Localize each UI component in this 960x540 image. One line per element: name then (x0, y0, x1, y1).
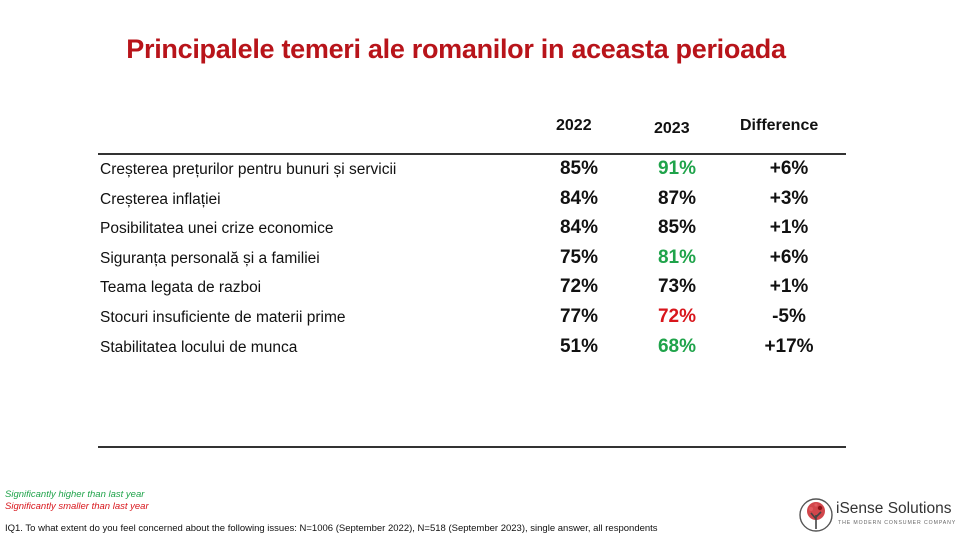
company-logo: iSense Solutions THE MODERN CONSUMER COM… (798, 497, 955, 533)
value-2023: 68% (657, 335, 697, 357)
table-row: Siguranța personală și a familiei 75% 81% +… (98, 246, 846, 275)
row-label: Creșterea inflației (100, 190, 221, 208)
legend-higher: Significantly higher than last year (5, 489, 145, 500)
row-label: Stabilitatea locului de munca (100, 338, 298, 356)
value-2023: 72% (657, 306, 697, 327)
value-2022: 77% (559, 306, 599, 327)
value-2022: 72% (559, 276, 599, 298)
table-top-rule (98, 153, 846, 155)
value-difference: +6% (769, 246, 809, 268)
table-row: Posibilitatea unei crize economice 84% 85%… (98, 216, 846, 245)
footnote: IQ1. To what extent do you feel concerne… (5, 523, 658, 534)
value-difference: +1% (769, 217, 809, 239)
table-bottom-rule (98, 446, 846, 448)
row-label: Teama legata de razboi (100, 279, 262, 297)
value-difference: +3% (769, 187, 809, 209)
header-2022: 2022 (556, 117, 592, 134)
legend-lower: Significantly smaller than last year (5, 501, 149, 512)
value-2022: 75% (559, 246, 599, 268)
table-row: Teama legata de razboi 72% 73% +1% (98, 275, 846, 304)
value-difference: +17% (764, 335, 814, 357)
header-2023: 2023 (654, 120, 690, 137)
table-row: Stabilitatea locului de munca 51% 68% +17% (98, 335, 846, 364)
row-label: Stocuri insuficiente de materii prime (100, 309, 346, 326)
value-2023: 85% (657, 217, 697, 239)
row-label: Posibilitatea unei crize economice (100, 220, 334, 238)
value-difference: +6% (769, 158, 809, 179)
page-title: Principalele temeri ale romanilor in ace… (126, 34, 786, 64)
table-row: Creșterea prețurilor pentru bunuri și se… (98, 157, 846, 186)
value-2023: 87% (657, 187, 697, 209)
value-difference: -5% (772, 306, 806, 327)
row-label: Siguranța personală și a familiei (100, 249, 320, 267)
table-row: Stocuri insuficiente de materii prime 77%… (98, 305, 846, 334)
value-2022: 85% (559, 158, 599, 179)
value-difference: +1% (769, 276, 809, 298)
table-row: Creșterea inflației 84% 87% +3% (98, 187, 846, 216)
header-difference: Difference (740, 117, 819, 134)
value-2023: 73% (657, 276, 697, 298)
value-2022: 84% (559, 187, 599, 209)
value-2023: 91% (657, 158, 697, 179)
logo-tagline: THE MODERN CONSUMER COMPANY (838, 520, 957, 526)
tree-logo-icon (799, 498, 833, 532)
value-2022: 84% (559, 217, 599, 239)
value-2023: 81% (657, 246, 697, 268)
logo-name: iSense Solutions (836, 500, 952, 517)
value-2022: 51% (559, 335, 599, 357)
row-label: Creșterea prețurilor pentru bunuri și se… (100, 161, 397, 178)
